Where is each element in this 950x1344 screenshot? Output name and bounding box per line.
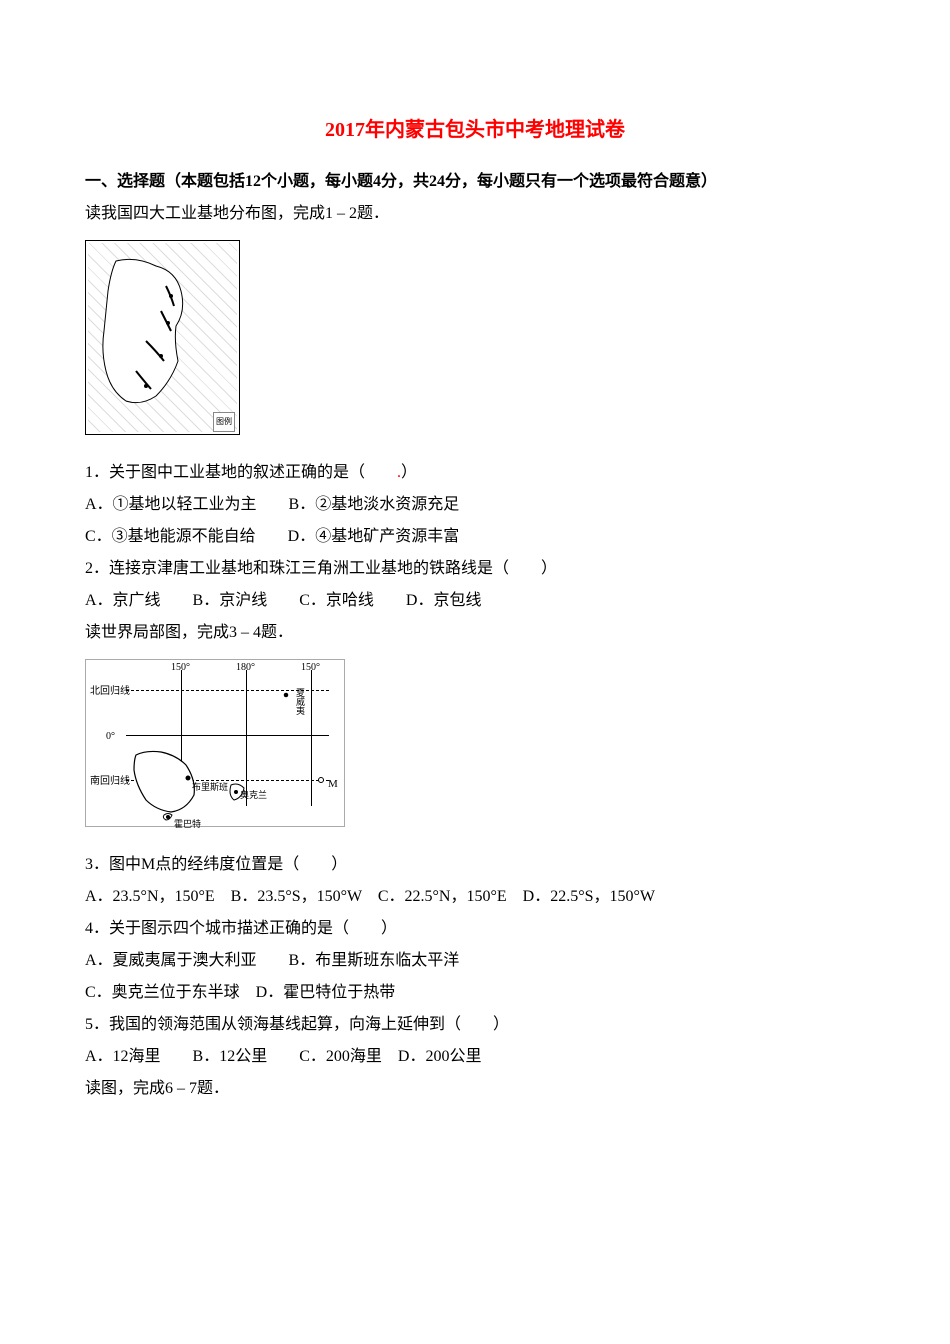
q4-opts-ab: A．夏威夷属于澳大利亚 B．布里斯班东临太平洋: [85, 945, 865, 977]
f2-brisbane: 布里斯班: [192, 778, 228, 796]
q2-opts: A．京广线 B．京沪线 C．京哈线 D．京包线: [85, 585, 865, 617]
f2-hobart: 霍巴特: [174, 815, 201, 833]
intro-1: 读我国四大工业基地分布图，完成1 – 2题．: [85, 198, 865, 230]
f2-auckland: 奥克兰: [240, 786, 267, 804]
figure-2-world-map: 150° 180° 150° 北回归线 0° 南回归线 夏威夷 布里斯班 奥克兰…: [85, 659, 345, 827]
q5-opts: A．12海里 B．12公里 C．200海里 D．200公里: [85, 1041, 865, 1073]
q5-stem: 5．我国的领海范围从领海基线起算，向海上延伸到（ ）: [85, 1009, 865, 1041]
q1-stem: 1．关于图中工业基地的叙述正确的是（ .）: [85, 457, 865, 489]
intro-3: 读图，完成6 – 7题．: [85, 1073, 865, 1105]
q1-opts-ab: A．①基地以轻工业为主 B．②基地淡水资源充足: [85, 489, 865, 521]
q3-stem: 3．图中M点的经纬度位置是（ ）: [85, 849, 865, 881]
q4-opts-cd: C．奥克兰位于东半球 D．霍巴特位于热带: [85, 977, 865, 1009]
q2-stem: 2．连接京津唐工业基地和珠江三角洲工业基地的铁路线是（ ）: [85, 553, 865, 585]
q1-opts-cd: C．③基地能源不能自给 D．④基地矿产资源丰富: [85, 521, 865, 553]
q1-stem-pre: 1．关于图中工业基地的叙述正确的是（: [85, 464, 397, 481]
q4-stem: 4．关于图示四个城市描述正确的是（ ）: [85, 913, 865, 945]
figure-1-legend: 图例: [213, 412, 235, 432]
exam-title: 2017年内蒙古包头市中考地理试卷: [85, 110, 865, 150]
q1-stem-post: ）: [401, 464, 417, 481]
intro-2: 读世界局部图，完成3 – 4题．: [85, 617, 865, 649]
section-1-header: 一、选择题（本题包括12个小题，每小题4分，共24分，每小题只有一个选项最符合题…: [85, 166, 865, 198]
f2-hawaii: 夏威夷: [291, 688, 309, 715]
figure-1-china-map: 图例: [85, 240, 240, 435]
q3-opts: A．23.5°N，150°E B．23.5°S，150°W C．22.5°N，1…: [85, 881, 865, 913]
f2-m-point: M: [328, 773, 338, 795]
